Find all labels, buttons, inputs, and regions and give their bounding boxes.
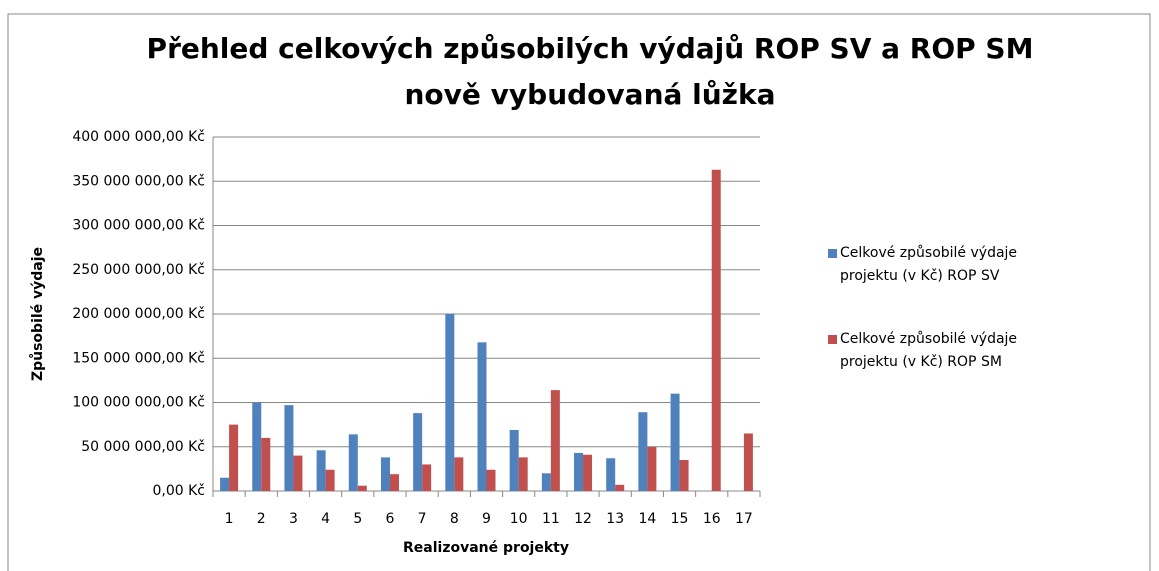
bar (389, 474, 399, 491)
bar (541, 473, 551, 491)
bar (261, 437, 271, 491)
x-tick-label: 13 (606, 511, 624, 527)
legend-label: Celkové způsobilé výdaje projektu (v Kč)… (840, 331, 1018, 370)
bar (550, 390, 560, 491)
x-tick-label: 16 (703, 511, 721, 527)
bar (615, 484, 625, 491)
y-tick-label: 350 000 000,00 Kč (72, 173, 205, 189)
bar (325, 469, 335, 491)
x-tick-label: 9 (482, 511, 491, 527)
bar (583, 454, 593, 491)
x-tick-label: 3 (289, 511, 298, 527)
x-axis-label: Realizované projekty (403, 540, 569, 556)
x-tick-label: 10 (510, 511, 528, 527)
bar (220, 477, 230, 491)
y-tick-label: 50 000 000,00 Kč (81, 439, 205, 455)
bar (606, 458, 616, 491)
x-tick-label: 15 (671, 511, 689, 527)
y-tick-label: 250 000 000,00 Kč (72, 262, 205, 278)
x-tick-label: 11 (542, 511, 560, 527)
x-tick-label: 12 (574, 511, 592, 527)
bar (357, 485, 367, 491)
bar (638, 412, 648, 491)
bar (509, 429, 519, 491)
bar (477, 342, 487, 491)
x-tick-label: 2 (257, 511, 266, 527)
legend-swatch (828, 335, 837, 344)
x-tick-label: 1 (225, 511, 234, 527)
x-tick-label: 5 (353, 511, 362, 527)
chart-border (7, 13, 1151, 571)
x-tick-label: 14 (638, 511, 656, 527)
bar (647, 446, 657, 491)
bar (445, 314, 455, 491)
bar (454, 457, 464, 491)
legend-label: Celkové způsobilé výdaje projektu (v Kč)… (840, 245, 1018, 284)
y-tick-label: 150 000 000,00 Kč (72, 350, 205, 366)
x-tick-label: 4 (321, 511, 330, 527)
bar (711, 169, 721, 491)
bar (743, 433, 753, 491)
y-tick-label: 0,00 Kč (153, 483, 206, 499)
bar (348, 434, 358, 491)
bar (518, 457, 528, 491)
chart-title: nově vybudovaná lůžka (405, 78, 776, 111)
x-tick-label: 6 (386, 511, 395, 527)
bar (284, 405, 294, 491)
bar (670, 393, 680, 491)
bar (486, 469, 496, 491)
bar (422, 464, 432, 491)
y-tick-label: 300 000 000,00 Kč (72, 218, 205, 234)
x-tick-label: 7 (418, 511, 427, 527)
bar (574, 452, 584, 491)
legend-swatch (828, 249, 837, 258)
y-tick-label: 400 000 000,00 Kč (72, 129, 205, 145)
bar (293, 455, 303, 491)
bar (679, 460, 689, 491)
bar (316, 450, 326, 491)
chart-title: Přehled celkových způsobilých výdajů ROP… (147, 32, 1034, 65)
y-axis-label: Způsobilé výdaje (29, 247, 46, 381)
y-tick-label: 100 000 000,00 Kč (72, 395, 205, 411)
bar (380, 457, 390, 491)
y-tick-label: 200 000 000,00 Kč (72, 306, 205, 322)
bar (229, 424, 239, 491)
bar (413, 413, 423, 491)
x-tick-label: 8 (450, 511, 459, 527)
bar (252, 402, 262, 491)
x-tick-label: 17 (735, 511, 753, 527)
